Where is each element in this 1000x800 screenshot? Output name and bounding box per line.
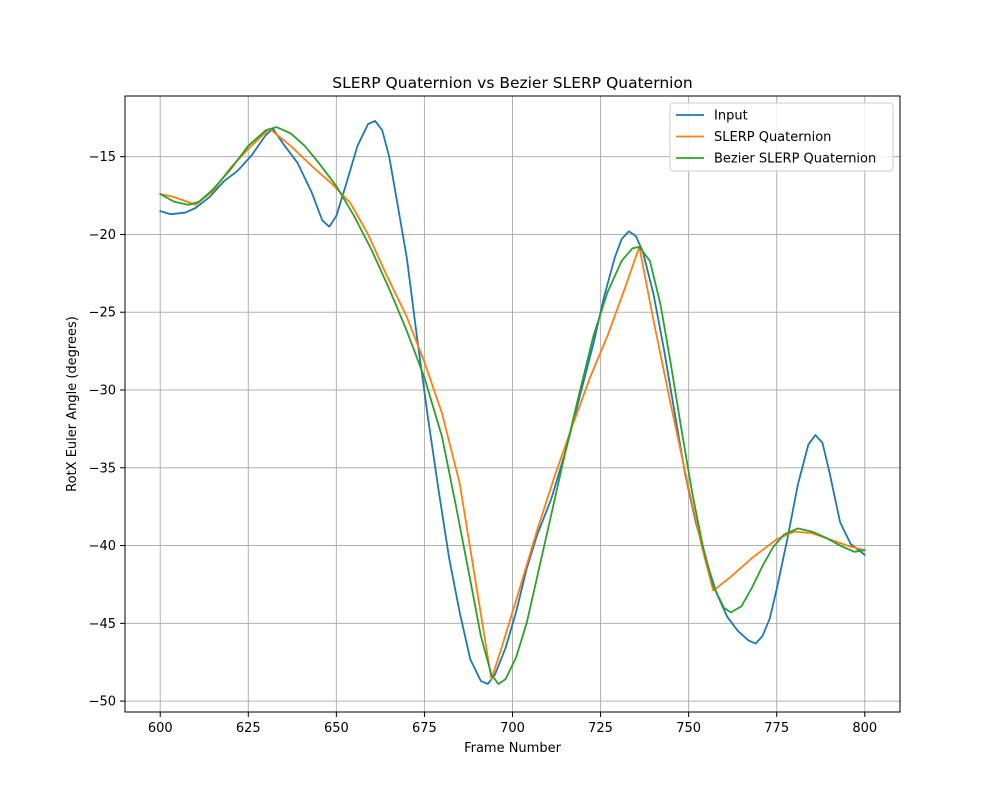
y-tick-label: −20 <box>89 228 116 243</box>
y-tick-label: −30 <box>89 384 116 399</box>
legend-label: Input <box>714 109 748 124</box>
x-tick-label: 600 <box>148 721 173 736</box>
x-tick-label: 750 <box>676 721 701 736</box>
y-tick-label: −35 <box>89 461 116 476</box>
series-line-2 <box>159 126 866 685</box>
x-tick-label: 700 <box>500 721 525 736</box>
series-line-1 <box>159 127 866 681</box>
y-tick-label: −45 <box>89 617 116 632</box>
x-tick-label: 775 <box>764 721 789 736</box>
y-tick-label: −40 <box>89 539 116 554</box>
series-line-0 <box>159 120 866 685</box>
x-tick-label: 650 <box>324 721 349 736</box>
y-axis-label: RotX Euler Angle (degrees) <box>65 316 80 492</box>
legend-box <box>669 102 894 172</box>
legend-label: SLERP Quaternion <box>714 130 831 145</box>
x-tick-label: 725 <box>588 721 613 736</box>
x-tick-label: 800 <box>852 721 877 736</box>
chart-title: SLERP Quaternion vs Bezier SLERP Quatern… <box>332 74 693 92</box>
x-tick-label: 625 <box>236 721 261 736</box>
x-axis-label: Frame Number <box>464 741 562 756</box>
axis-ticks: 600 625 650 675 700 725 750 775 800 −50 −45 −40 −35 −… <box>89 150 878 736</box>
x-tick-label: 675 <box>412 721 437 736</box>
legend: Input SLERP Quaternion Bezier SLERP Quater… <box>669 102 894 172</box>
legend-label: Bezier SLERP Quaternion <box>714 152 876 167</box>
series-lines <box>159 120 866 685</box>
y-tick-label: −25 <box>89 306 116 321</box>
y-tick-label: −15 <box>89 150 116 165</box>
y-tick-label: −50 <box>89 695 116 710</box>
